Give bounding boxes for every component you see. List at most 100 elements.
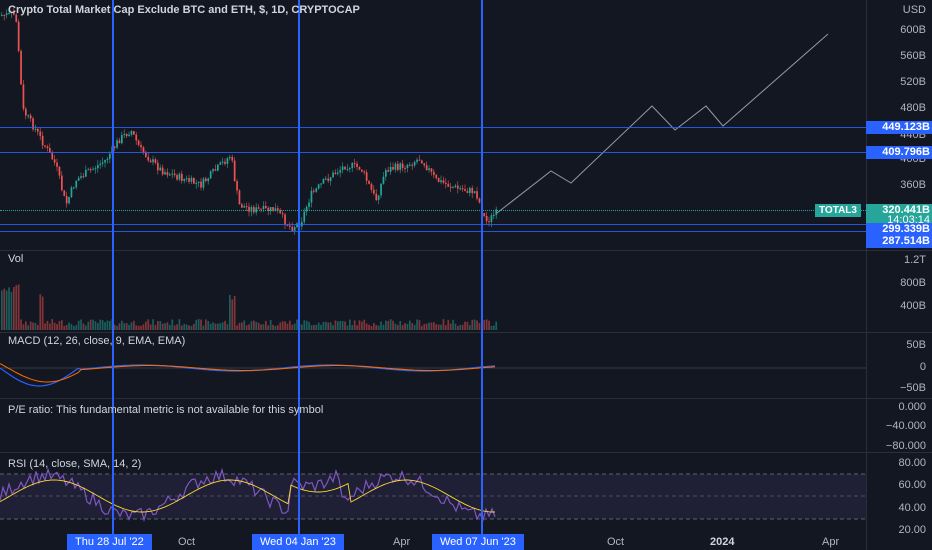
volume-bar bbox=[334, 320, 337, 330]
candle bbox=[337, 172, 339, 174]
last-price-line bbox=[0, 210, 866, 212]
candle bbox=[380, 183, 382, 196]
volume-bar bbox=[123, 323, 126, 330]
candle bbox=[245, 206, 248, 208]
volume-bar bbox=[291, 324, 294, 330]
volume-bar bbox=[310, 325, 313, 330]
date-badge[interactable]: Wed 04 Jan '23 bbox=[252, 534, 344, 550]
candle bbox=[425, 165, 428, 171]
volume-bar bbox=[53, 322, 56, 330]
candle bbox=[226, 158, 229, 164]
volume-bar bbox=[32, 322, 34, 330]
candle bbox=[214, 169, 217, 171]
candle bbox=[29, 115, 32, 119]
level-line[interactable] bbox=[0, 231, 866, 232]
pane-separator[interactable] bbox=[0, 250, 932, 251]
volume-bar bbox=[461, 324, 464, 330]
volume-bar bbox=[200, 319, 202, 330]
volume-bar bbox=[226, 324, 229, 330]
time-label: Apr bbox=[393, 536, 411, 548]
volume-bar bbox=[440, 324, 442, 330]
candle bbox=[193, 177, 195, 184]
vertical-line-2[interactable] bbox=[298, 0, 300, 550]
volume-bar bbox=[145, 321, 147, 330]
volume-bar bbox=[82, 323, 85, 330]
volume-bar bbox=[322, 321, 325, 330]
volume-bar bbox=[488, 320, 490, 330]
volume-bar bbox=[457, 325, 459, 330]
candle bbox=[308, 202, 310, 207]
candle bbox=[116, 140, 118, 148]
pane-separator[interactable] bbox=[0, 332, 932, 333]
volume-bar bbox=[85, 325, 87, 330]
candle bbox=[49, 148, 51, 153]
price-label[interactable]: 449.123B bbox=[866, 121, 932, 134]
price-axis[interactable]: USD 600B 560B 520B 480B 440B 400B 360B 1… bbox=[866, 0, 932, 550]
volume-bar bbox=[375, 324, 378, 330]
pane-separator[interactable] bbox=[0, 398, 932, 399]
volume-bar bbox=[317, 322, 320, 330]
vertical-line-3[interactable] bbox=[481, 0, 483, 550]
volume-bar bbox=[154, 324, 157, 330]
candle bbox=[130, 131, 133, 135]
candle bbox=[133, 131, 135, 135]
volume-bar bbox=[493, 325, 495, 330]
volume-bar bbox=[195, 319, 198, 330]
candle bbox=[80, 176, 82, 178]
price-label[interactable]: 299.339B bbox=[866, 223, 932, 236]
candle bbox=[344, 166, 346, 170]
volume-bar bbox=[243, 320, 246, 330]
level-line[interactable] bbox=[0, 224, 866, 225]
volume-bar bbox=[233, 295, 236, 330]
vol-tick: 400B bbox=[900, 300, 926, 312]
date-badge[interactable]: Wed 07 Jun '23 bbox=[432, 534, 524, 550]
volume-bar bbox=[17, 284, 20, 330]
volume-bar bbox=[5, 290, 8, 330]
candle bbox=[399, 163, 402, 170]
candle bbox=[464, 189, 466, 191]
vol-title: Vol bbox=[8, 253, 24, 265]
price-label[interactable]: 409.796B bbox=[866, 146, 932, 159]
pane-separator[interactable] bbox=[0, 452, 932, 453]
volume-bar bbox=[473, 319, 476, 330]
volume-bar bbox=[99, 319, 102, 330]
volume-bar bbox=[171, 319, 174, 330]
volume-bar bbox=[466, 321, 469, 330]
candle bbox=[169, 174, 171, 176]
last-price-label[interactable]: 320.441B bbox=[866, 204, 932, 217]
symbol-tag[interactable]: TOTAL3 bbox=[815, 204, 861, 217]
candle bbox=[164, 172, 166, 175]
candle bbox=[20, 50, 22, 85]
volume-bar bbox=[406, 323, 409, 330]
volume-bar bbox=[133, 320, 135, 330]
volume-bar bbox=[104, 322, 106, 330]
candle bbox=[332, 172, 334, 178]
volume-bar bbox=[308, 321, 310, 330]
candle bbox=[82, 176, 85, 178]
level-line[interactable] bbox=[0, 152, 866, 153]
date-badge[interactable]: Thu 28 Jul '22 bbox=[67, 534, 152, 550]
candle bbox=[317, 184, 320, 189]
price-label[interactable]: 287.514B bbox=[866, 235, 932, 248]
level-line[interactable] bbox=[0, 127, 866, 128]
macd-tick: −50B bbox=[900, 382, 926, 394]
candle bbox=[277, 208, 279, 211]
vertical-line-1[interactable] bbox=[112, 0, 114, 550]
volume-bar bbox=[490, 325, 493, 330]
candle bbox=[346, 169, 349, 171]
volume-bar bbox=[418, 320, 421, 330]
volume-bar bbox=[51, 319, 54, 330]
volume-bar bbox=[370, 325, 373, 330]
candle bbox=[77, 177, 80, 181]
candle bbox=[363, 171, 366, 173]
volume-bar bbox=[245, 325, 248, 330]
candle bbox=[39, 131, 42, 136]
candle bbox=[75, 180, 78, 188]
candle bbox=[365, 172, 368, 181]
volume-bar bbox=[58, 321, 61, 330]
volume-bar bbox=[377, 325, 380, 330]
volume-bar bbox=[382, 324, 385, 330]
volume-bar bbox=[269, 319, 272, 330]
candle bbox=[207, 178, 210, 182]
